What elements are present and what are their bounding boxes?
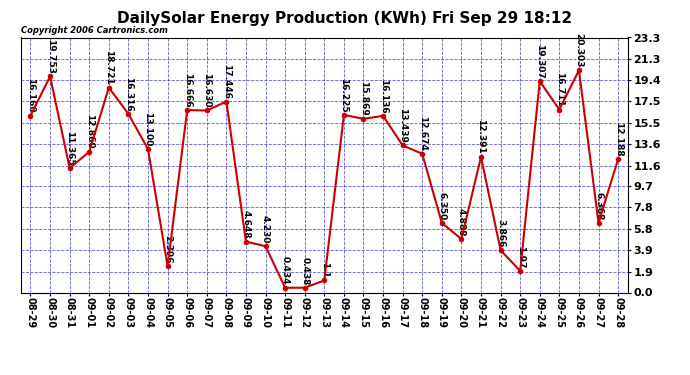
Text: 16.160: 16.160 bbox=[26, 78, 35, 113]
Text: 4.648: 4.648 bbox=[241, 210, 250, 239]
Text: 16.225: 16.225 bbox=[339, 78, 348, 112]
Text: 17.446: 17.446 bbox=[222, 64, 231, 99]
Text: 1.97: 1.97 bbox=[515, 246, 524, 268]
Text: DailySolar Energy Production (KWh) Fri Sep 29 18:12: DailySolar Energy Production (KWh) Fri S… bbox=[117, 11, 573, 26]
Text: 3.866: 3.866 bbox=[496, 219, 505, 248]
Text: 18.721: 18.721 bbox=[104, 50, 113, 85]
Text: 13.439: 13.439 bbox=[398, 108, 407, 142]
Text: 12.391: 12.391 bbox=[477, 119, 486, 154]
Text: 11.365: 11.365 bbox=[65, 131, 74, 165]
Text: 19.753: 19.753 bbox=[46, 39, 55, 74]
Text: 4.230: 4.230 bbox=[261, 215, 270, 243]
Text: 16.316: 16.316 bbox=[124, 76, 133, 111]
Text: 16.666: 16.666 bbox=[183, 73, 192, 107]
Text: 6.350: 6.350 bbox=[437, 192, 446, 220]
Text: 4.888: 4.888 bbox=[457, 208, 466, 236]
Text: 1.1: 1.1 bbox=[319, 262, 329, 278]
Text: 2.396: 2.396 bbox=[163, 235, 172, 264]
Text: 13.100: 13.100 bbox=[144, 112, 152, 146]
Text: 20.303: 20.303 bbox=[575, 33, 584, 68]
Text: 16.711: 16.711 bbox=[555, 72, 564, 107]
Text: 19.307: 19.307 bbox=[535, 44, 544, 78]
Text: Copyright 2006 Cartronics.com: Copyright 2006 Cartronics.com bbox=[21, 26, 168, 35]
Text: 16.630: 16.630 bbox=[202, 73, 211, 108]
Text: 12.188: 12.188 bbox=[613, 122, 622, 156]
Text: 12.674: 12.674 bbox=[417, 116, 426, 151]
Text: 16.136: 16.136 bbox=[379, 78, 388, 113]
Text: 0.434: 0.434 bbox=[281, 256, 290, 285]
Text: 15.869: 15.869 bbox=[359, 81, 368, 116]
Text: 6.368: 6.368 bbox=[594, 192, 603, 220]
Text: 0.438: 0.438 bbox=[300, 256, 309, 285]
Text: 12.860: 12.860 bbox=[85, 114, 94, 149]
